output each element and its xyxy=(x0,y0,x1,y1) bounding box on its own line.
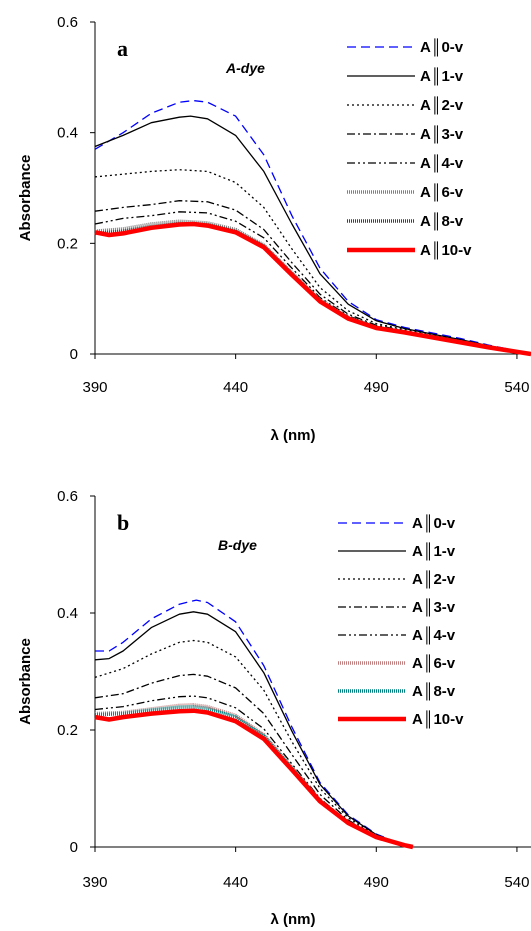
legend-label: A║8-v xyxy=(412,682,456,701)
legend-label: A║2-v xyxy=(420,96,464,115)
y-tick-label: 0.4 xyxy=(57,605,78,622)
legend-label: A║1-v xyxy=(420,67,464,86)
dye-annotation: B-dye xyxy=(218,537,257,553)
legend-label: A║4-v xyxy=(420,154,464,173)
y-tick-label: 0.2 xyxy=(57,722,78,739)
series-line-a0v xyxy=(95,599,414,848)
legend-label: A║0-v xyxy=(412,514,456,533)
x-tick-label: 540 xyxy=(504,379,529,396)
series-line-a6v xyxy=(94,703,414,849)
y-tick-label: 0.6 xyxy=(57,14,78,31)
legend-label: A║1-v xyxy=(412,542,456,561)
y-tick-label: 0.4 xyxy=(57,125,78,142)
series-line-a10v xyxy=(94,221,531,357)
series-line-a2v xyxy=(94,639,414,848)
legend-label: A║3-v xyxy=(412,598,456,617)
series-line-a0v xyxy=(94,99,531,355)
legend-label: A║0-v xyxy=(420,38,464,57)
x-axis-label: λ (nm) xyxy=(271,911,316,928)
y-tick-label: 0.6 xyxy=(57,488,78,505)
y-axis-label: Absorbance xyxy=(17,155,34,242)
series-line-a10v xyxy=(94,708,414,850)
chart-panel-a: 0 0.2 0.4 0.6 390 440 490 540 λ (nm) Absorbance a A… xyxy=(17,14,531,444)
legend-label: A║3-v xyxy=(420,125,464,144)
panel-label: b xyxy=(117,510,129,535)
legend-label: A║2-v xyxy=(412,570,456,589)
series-line-a3v xyxy=(94,673,414,848)
y-tick-label: 0.2 xyxy=(57,235,78,252)
x-tick-label: 540 xyxy=(504,874,529,891)
legend-label: A║10-v xyxy=(412,710,464,729)
chart-panel-b: 0 0.2 0.4 0.6 390 440 490 540 λ (nm) Absorbance b B… xyxy=(17,488,531,928)
series-line-a4v xyxy=(94,211,531,355)
legend-label: A║8-v xyxy=(420,212,464,231)
legend-label: A║6-v xyxy=(412,654,456,673)
x-tick-label: 490 xyxy=(364,379,389,396)
panel-label: a xyxy=(117,36,128,61)
series-line-a1v xyxy=(94,611,414,848)
y-tick-label: 0 xyxy=(70,346,78,363)
x-tick-label: 440 xyxy=(223,874,248,891)
legend-label: A║10-v xyxy=(420,241,472,260)
legend-label: A║6-v xyxy=(420,183,464,202)
y-axis-label: Absorbance xyxy=(17,638,34,725)
x-tick-label: 440 xyxy=(223,379,248,396)
x-tick-label: 390 xyxy=(82,874,107,891)
legend-label: A║4-v xyxy=(412,626,456,645)
x-tick-label: 390 xyxy=(82,379,107,396)
x-axis-label: λ (nm) xyxy=(271,427,316,444)
dye-annotation: A-dye xyxy=(225,60,265,76)
series-line-a1v xyxy=(94,115,531,355)
y-tick-label: 0 xyxy=(70,839,78,856)
x-tick-label: 490 xyxy=(364,874,389,891)
